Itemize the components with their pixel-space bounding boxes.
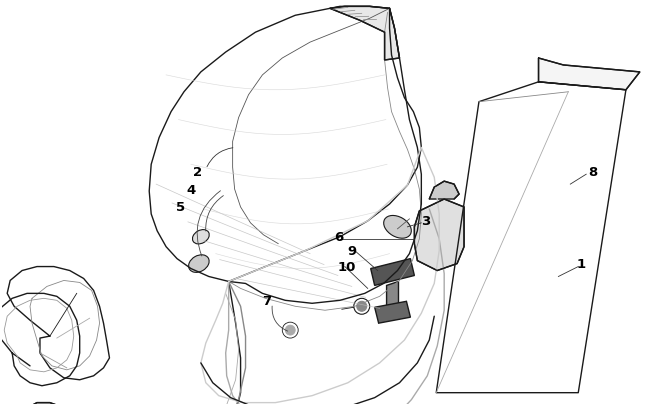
Text: 7: 7 <box>263 294 272 307</box>
Circle shape <box>285 325 295 335</box>
Text: 3: 3 <box>421 215 430 228</box>
Text: 1: 1 <box>577 258 586 271</box>
Polygon shape <box>330 7 400 61</box>
Polygon shape <box>429 182 459 200</box>
Ellipse shape <box>384 216 411 239</box>
Polygon shape <box>539 59 640 91</box>
Polygon shape <box>10 403 109 405</box>
Polygon shape <box>387 282 398 311</box>
Text: 10: 10 <box>338 260 356 273</box>
Polygon shape <box>374 302 410 323</box>
Text: 4: 4 <box>186 183 195 196</box>
Text: 9: 9 <box>348 245 357 258</box>
Circle shape <box>357 302 367 311</box>
Text: 6: 6 <box>334 231 343 244</box>
Polygon shape <box>415 200 464 271</box>
Text: 2: 2 <box>193 165 202 178</box>
Text: 5: 5 <box>176 201 185 214</box>
Ellipse shape <box>188 255 209 273</box>
Ellipse shape <box>192 230 209 244</box>
Text: 8: 8 <box>588 165 597 178</box>
Polygon shape <box>370 259 415 286</box>
